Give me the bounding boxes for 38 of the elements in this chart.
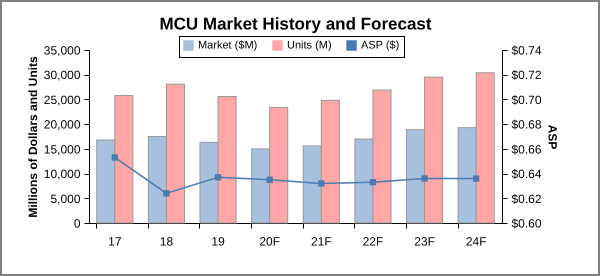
y-tick-label: 30,000 [44, 68, 81, 82]
y2-tick-label: $0.68 [512, 118, 542, 132]
x-tick-label: 22F [362, 234, 384, 248]
point [214, 174, 222, 180]
point [318, 180, 324, 187]
y2-tick-label: $0.74 [512, 44, 542, 58]
y-tick-label: 5,000 [50, 192, 81, 206]
x-tick-label: 17 [108, 234, 122, 248]
y-tick-label: 25,000 [44, 92, 81, 107]
x-tick-label: 21F [310, 234, 332, 248]
point [370, 179, 376, 186]
y-tick-label: 20,000 [44, 118, 81, 132]
point [266, 176, 273, 183]
point [112, 154, 118, 161]
legend-label: Market ($M) [198, 40, 258, 52]
chart-title: MCU Market History and Forecast [159, 14, 432, 34]
y-tick-label: 0 [74, 216, 81, 230]
y2-tick-label: $0.64 [512, 167, 542, 182]
y-tick-label: 15,000 [44, 142, 81, 156]
legend-label: ASP ($) [361, 40, 400, 52]
y2-tick-label: $0.70 [512, 92, 542, 107]
y2-axis-title: ASP [546, 124, 560, 150]
y-axis-title: Millions of Dollars and Units [26, 56, 40, 218]
x-tick-label: 19 [211, 234, 226, 248]
point [163, 190, 170, 197]
y2-tick-label: $0.60 [512, 216, 542, 230]
legend-label: Units (M) [287, 40, 332, 52]
x-tick-label: 24F [466, 234, 487, 248]
y2-tick-label: $0.66 [512, 142, 542, 156]
x-tick-label: 23F [414, 234, 435, 248]
y2-tick-label: $0.72 [512, 68, 542, 82]
y-tick-label: 35,000 [44, 44, 81, 58]
x-tick-label: 20F [259, 234, 280, 248]
x-tick-label: 18 [160, 234, 174, 248]
point [473, 175, 480, 182]
y2-tick-label: $0.62 [512, 192, 542, 206]
point [421, 175, 428, 182]
y-tick-label: 10,000 [44, 167, 81, 182]
